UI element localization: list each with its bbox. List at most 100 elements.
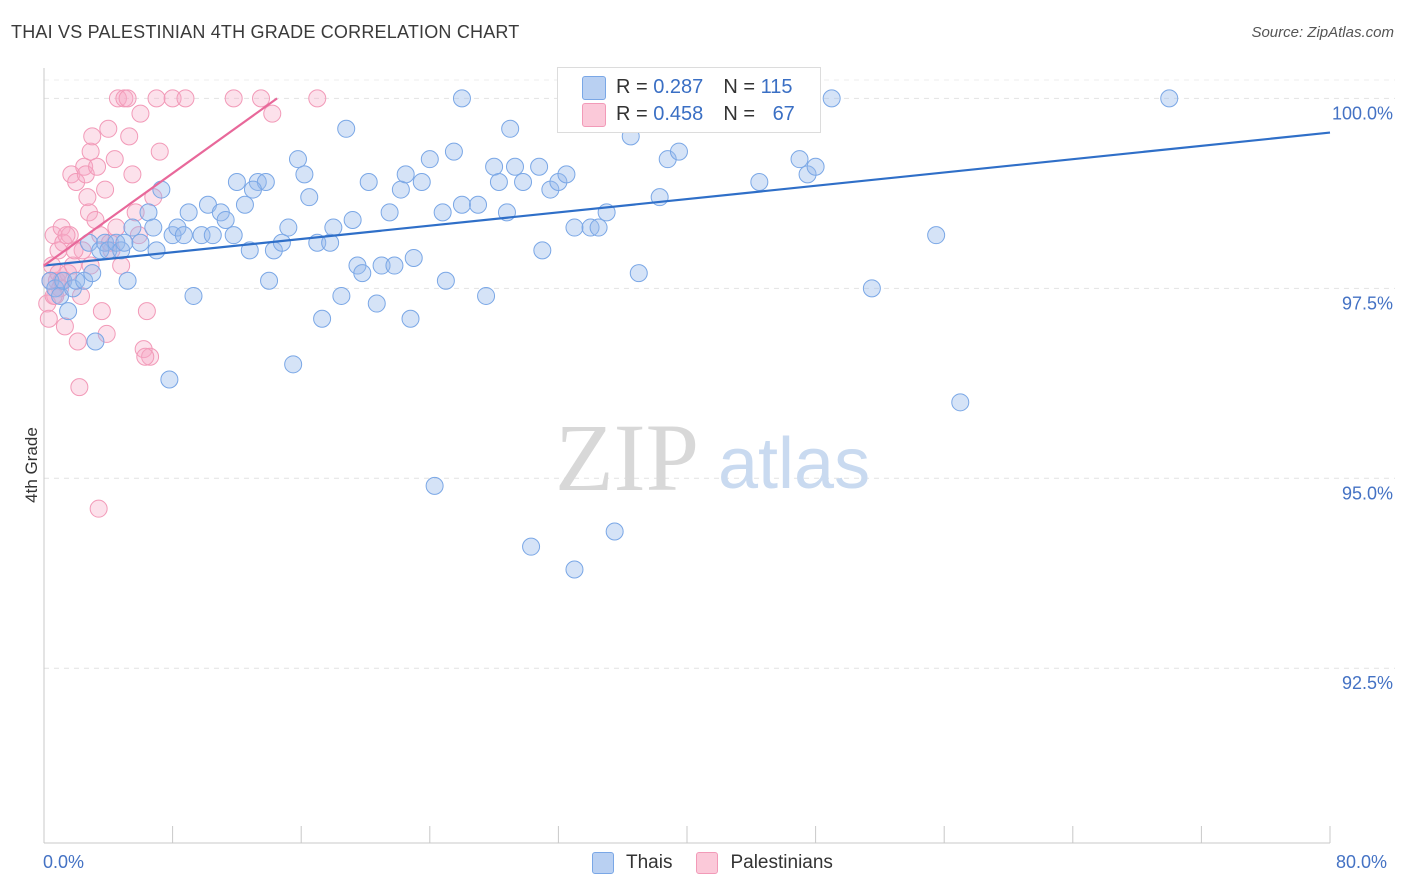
palestinian-point	[88, 157, 107, 176]
axes	[43, 68, 1331, 844]
stats-row-thai: R = 0.287 N = 115	[582, 75, 793, 100]
thai-point	[806, 157, 825, 176]
thai-point	[152, 180, 171, 199]
thai-point	[669, 142, 688, 161]
thai-point	[477, 286, 496, 305]
palestinian-point	[68, 332, 87, 351]
thai-point	[203, 226, 222, 245]
thai-point	[522, 537, 541, 556]
thai-point	[168, 218, 187, 237]
palestinian-point	[108, 89, 127, 108]
thai-point	[115, 233, 134, 252]
thai-point	[514, 172, 533, 191]
thai-point	[284, 355, 303, 374]
thai-point	[501, 119, 520, 138]
x-tick-min: 0.0%	[43, 852, 85, 872]
thai-point	[425, 476, 444, 495]
thai-point	[862, 279, 881, 298]
thai-point	[343, 210, 362, 229]
thai-point	[385, 256, 404, 275]
palestinian-point	[308, 89, 327, 108]
thai-point	[404, 248, 423, 267]
thai-point	[565, 218, 584, 237]
thai-point	[489, 172, 508, 191]
thai-point	[629, 264, 648, 283]
palestinian-point	[70, 378, 89, 397]
thai-n-value: 115	[760, 76, 793, 98]
thai-point	[359, 172, 378, 191]
palestinian-point	[81, 142, 100, 161]
palestinian-points	[38, 89, 327, 518]
thai-point	[216, 210, 235, 229]
thai-point	[313, 309, 332, 328]
palestinian-point	[80, 203, 99, 222]
palestinian-point	[163, 89, 182, 108]
thai-point	[337, 119, 356, 138]
palestinian-trend-line	[43, 97, 278, 267]
thai-point	[401, 309, 420, 328]
thai-point	[1160, 89, 1179, 108]
thai-point	[605, 522, 624, 541]
y-tick-label: 95.0%	[1342, 483, 1393, 503]
thai-point	[530, 157, 549, 176]
palestinian-point	[112, 256, 131, 275]
palestinian-point	[118, 89, 137, 108]
palestinian-point	[107, 218, 126, 237]
thai-point	[452, 89, 471, 108]
r-label: R =	[616, 76, 654, 98]
x-tick-max: 80.0%	[1336, 852, 1388, 872]
thai-point	[288, 150, 307, 169]
thai-point	[353, 264, 372, 283]
thai-point	[505, 157, 524, 176]
thai-point	[260, 271, 279, 290]
palestinian-point	[99, 119, 118, 138]
thai-point	[272, 233, 291, 252]
palestinian-point	[44, 286, 63, 305]
thai-point	[790, 150, 809, 169]
pal-r-value: 0.458	[653, 103, 704, 125]
y-tick-labels: 92.5% 95.0% 97.5% 100.0%	[1332, 103, 1393, 693]
thai-point	[565, 560, 584, 579]
palestinian-point	[147, 89, 166, 108]
thai-point	[144, 218, 163, 237]
watermark-atlas: atlas	[718, 424, 870, 504]
palestinian-point	[67, 172, 86, 191]
palestinian-point	[83, 127, 102, 146]
palestinian-point	[89, 499, 108, 518]
thai-point	[184, 286, 203, 305]
palestinian-point	[86, 210, 105, 229]
palestinian-point	[105, 150, 124, 169]
thai-point	[951, 393, 970, 412]
bottom-legend: Thais Palestinians	[592, 852, 833, 874]
palestinian-point	[92, 302, 111, 321]
palestinian-point	[126, 203, 145, 222]
thai-point	[179, 203, 198, 222]
palestinian-point	[129, 226, 148, 245]
thai-point	[469, 195, 488, 214]
palestinians-legend-icon	[696, 852, 719, 874]
r-label: R =	[616, 103, 654, 125]
thai-point	[279, 218, 298, 237]
thai-point	[589, 218, 608, 237]
thai-point	[243, 180, 262, 199]
thai-point	[139, 203, 158, 222]
legend-item-palestinians: Palestinians	[696, 852, 833, 874]
thai-point	[372, 256, 391, 275]
thai-point	[295, 165, 314, 184]
palestinian-point	[57, 226, 76, 245]
n-label: N =	[723, 76, 761, 98]
thai-point	[557, 165, 576, 184]
thai-point	[86, 332, 105, 351]
legend-label-thais: Thais	[626, 852, 673, 873]
thai-point	[118, 271, 137, 290]
thai-swatch-icon	[582, 75, 606, 100]
thai-point	[380, 203, 399, 222]
palestinian-point	[137, 302, 156, 321]
thai-point	[485, 157, 504, 176]
palestinian-point	[123, 165, 142, 184]
legend-item-thais: Thais	[592, 852, 672, 874]
thai-point	[174, 226, 193, 245]
y-tick-label: 97.5%	[1342, 293, 1393, 313]
palestinian-point	[252, 89, 271, 108]
